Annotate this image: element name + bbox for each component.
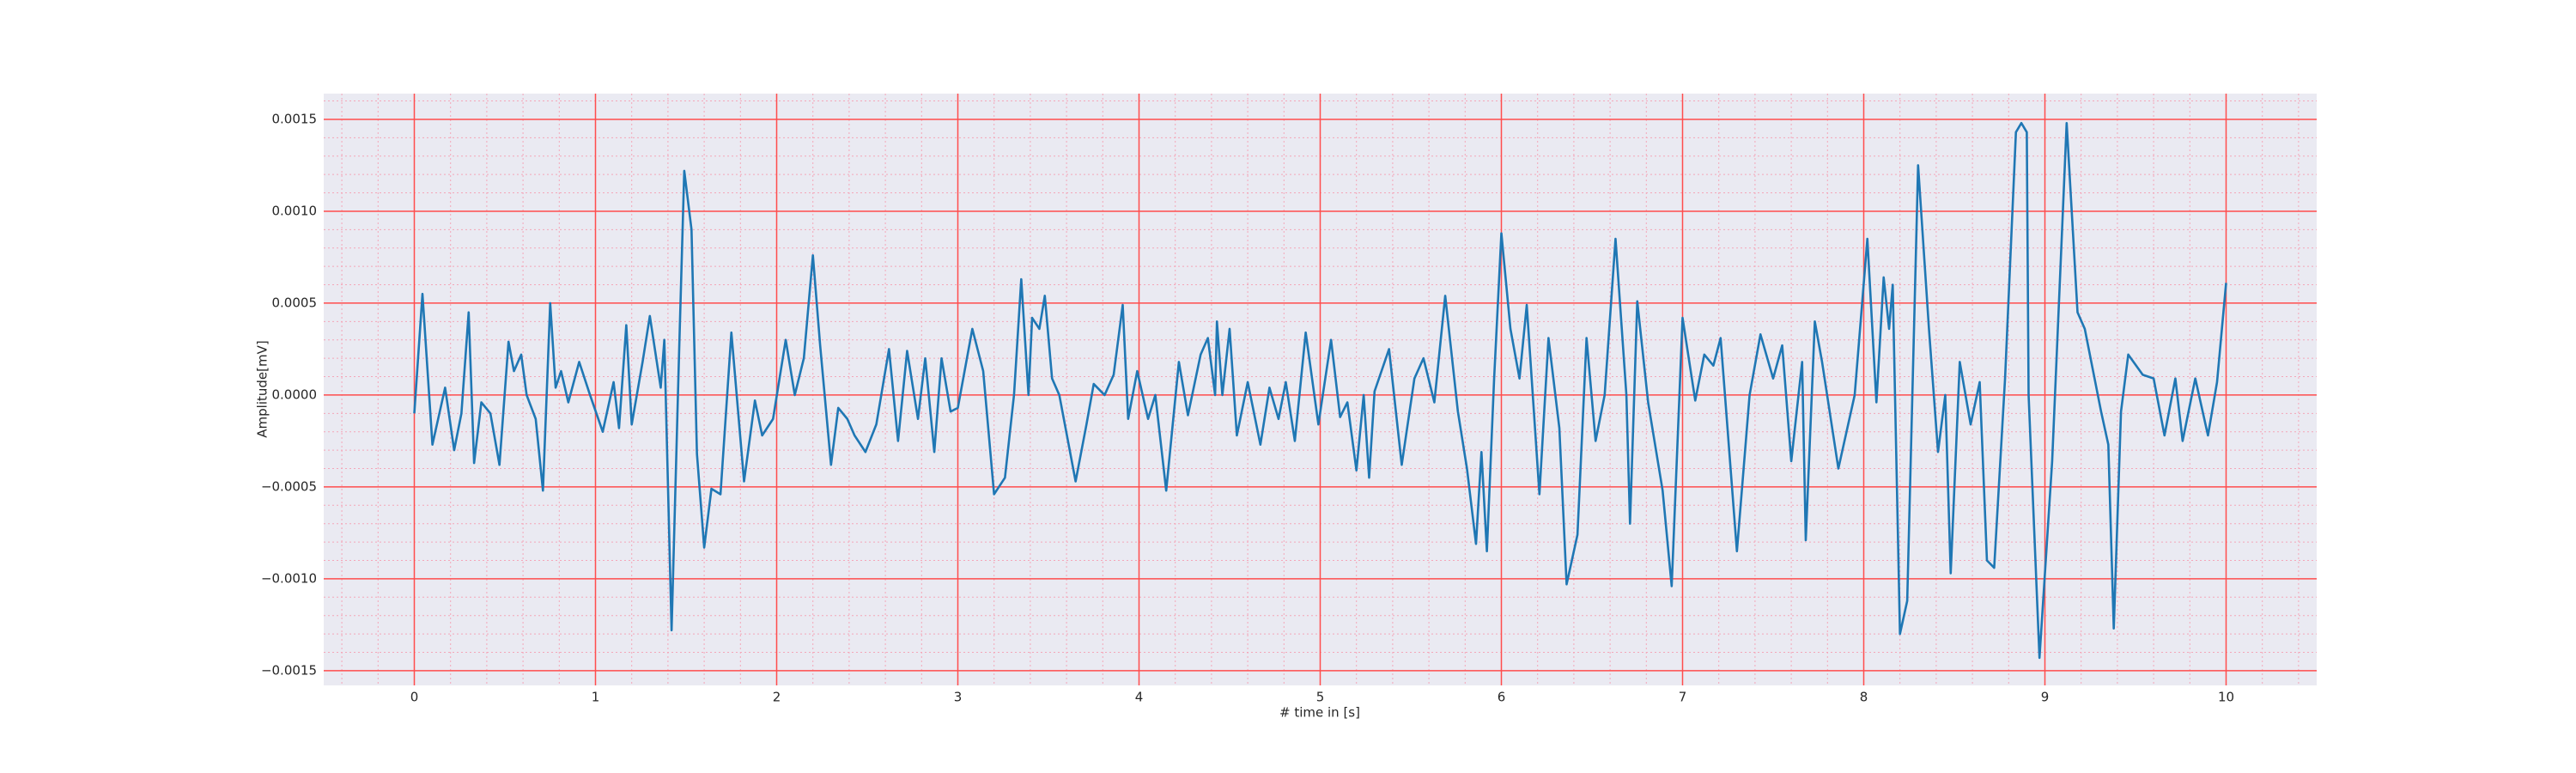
- x-tick-label: 8: [1860, 690, 1868, 705]
- x-tick-label: 10: [2218, 690, 2234, 705]
- y-tick-label: 0.0005: [272, 295, 318, 310]
- signal-line: [413, 121, 2227, 660]
- x-tick-label: 4: [1135, 690, 1144, 705]
- x-tick-label: 6: [1498, 690, 1506, 705]
- y-tick-label: −0.0005: [261, 478, 317, 494]
- y-axis-label: Amplitude[mV]: [255, 340, 270, 437]
- x-tick-label: 9: [2041, 690, 2050, 705]
- x-tick-label: 2: [773, 690, 781, 705]
- y-tick-label: 0.0010: [272, 203, 318, 218]
- x-axis-label: # time in [s]: [1279, 705, 1360, 721]
- x-tick-label: 3: [954, 690, 963, 705]
- y-tick-label: 0.0000: [272, 386, 318, 402]
- x-tick-label: 0: [410, 690, 419, 705]
- y-tick-label: −0.0015: [261, 662, 317, 678]
- y-tick-label: −0.0010: [261, 570, 317, 586]
- x-tick-label: 1: [592, 690, 600, 705]
- x-tick-label: 5: [1316, 690, 1325, 705]
- y-tick-label: 0.0015: [272, 111, 318, 126]
- x-tick-label: 7: [1679, 690, 1687, 705]
